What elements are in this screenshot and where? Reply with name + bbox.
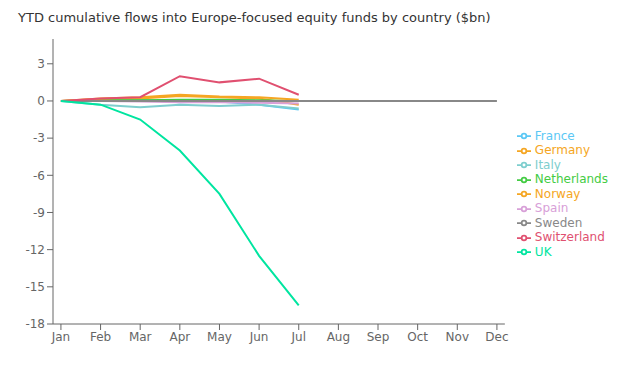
html-text:UK: UK bbox=[534, 244, 552, 259]
svg-text:Aug: Aug bbox=[327, 330, 350, 344]
html-text:Germany: Germany bbox=[534, 143, 590, 158]
html-text:YTD cumulative flows into Euro: YTD cumulative flows into Europe-focused… bbox=[18, 10, 491, 25]
svg-text:Jun: Jun bbox=[249, 330, 269, 344]
svg-text:Mar: Mar bbox=[129, 330, 152, 344]
svg-text:-15: -15 bbox=[25, 280, 45, 294]
html-text:Switzerland: Switzerland bbox=[534, 230, 605, 245]
html-text:Norway: Norway bbox=[534, 186, 581, 201]
html-text:France: France bbox=[534, 128, 575, 143]
svg-text:3: 3 bbox=[37, 57, 45, 71]
svg-text:Jul: Jul bbox=[290, 330, 305, 344]
html-text:Italy: Italy bbox=[534, 157, 561, 172]
svg-text:Feb: Feb bbox=[90, 330, 111, 344]
svg-text:Apr: Apr bbox=[169, 330, 190, 344]
svg-text:-18: -18 bbox=[25, 317, 45, 331]
svg-text:Nov: Nov bbox=[446, 330, 469, 344]
svg-text:0: 0 bbox=[37, 94, 45, 108]
svg-text:-9: -9 bbox=[33, 206, 45, 220]
svg-text:-3: -3 bbox=[33, 131, 45, 145]
svg-text:May: May bbox=[207, 330, 232, 344]
svg-text:-12: -12 bbox=[25, 243, 45, 257]
html-text:Spain: Spain bbox=[534, 201, 569, 216]
svg-text:-6: -6 bbox=[33, 169, 45, 183]
svg-text:Oct: Oct bbox=[407, 330, 428, 344]
svg-text:Jan: Jan bbox=[51, 330, 71, 344]
html-text:Sweden: Sweden bbox=[534, 215, 583, 230]
svg-text:Sep: Sep bbox=[367, 330, 390, 344]
html-text:Netherlands: Netherlands bbox=[534, 172, 608, 187]
svg-text:Dec: Dec bbox=[485, 330, 508, 344]
